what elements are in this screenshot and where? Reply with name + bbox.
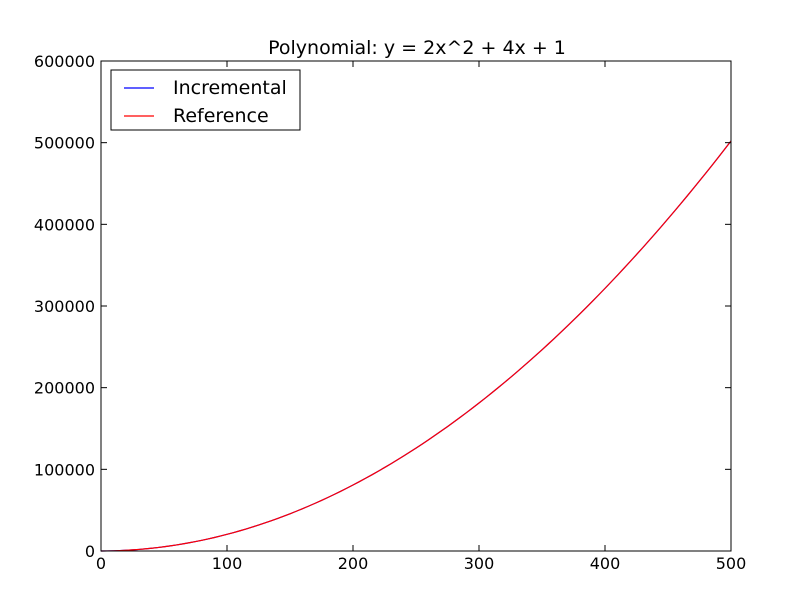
y-tick-label: 600000 [34, 52, 95, 71]
plot-area [101, 61, 731, 551]
x-tick-label: 0 [96, 554, 106, 573]
y-tick-label: 100000 [34, 460, 95, 479]
legend-label-reference: Reference [173, 105, 269, 127]
y-tick-label: 200000 [34, 379, 95, 398]
legend-label-incremental: Incremental [173, 77, 287, 99]
x-tick-label: 500 [716, 554, 747, 573]
y-tick-label: 0 [85, 542, 95, 561]
x-tick-label: 100 [212, 554, 243, 573]
legend: Incremental Reference [110, 69, 301, 131]
y-tick-label: 400000 [34, 215, 95, 234]
series-line-reference [100, 140, 732, 552]
ticks-layer [100, 60, 732, 552]
chart-title: Polynomial: y = 2x^2 + 4x + 1 [268, 37, 566, 59]
x-tick-label: 200 [338, 554, 369, 573]
series-layer [100, 140, 732, 552]
tick-labels-layer: 0 100 200 300 400 500 0 100000 200000 300000 40000… [34, 52, 746, 573]
y-tick-label: 500000 [34, 134, 95, 153]
x-tick-label: 300 [464, 554, 495, 573]
x-tick-label: 400 [590, 554, 621, 573]
legend-box [110, 69, 301, 131]
y-tick-label: 300000 [34, 297, 95, 316]
